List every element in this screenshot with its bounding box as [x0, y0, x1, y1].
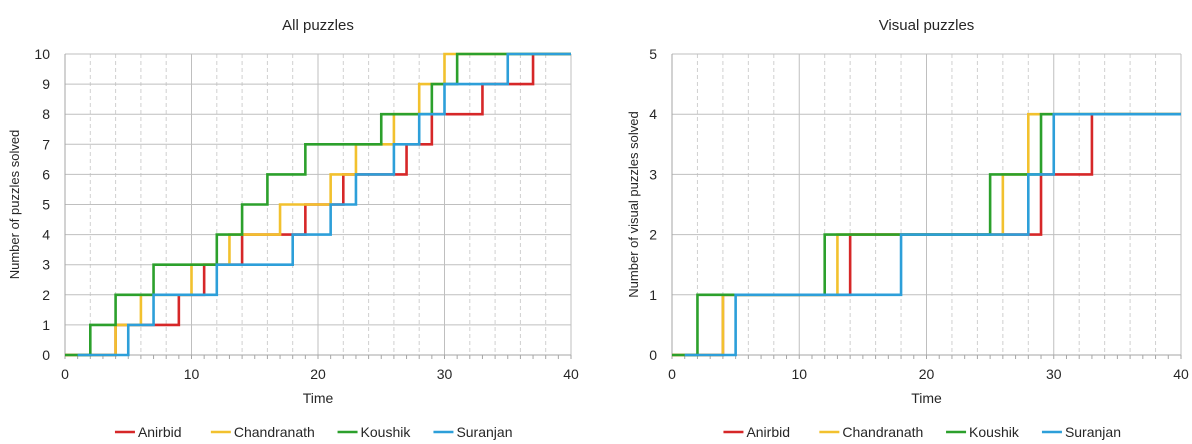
- y-tick-label: 4: [42, 227, 50, 243]
- legend-label: Anirbid: [138, 424, 182, 440]
- legend-label: Koushik: [969, 424, 1020, 440]
- y-tick-label: 2: [649, 227, 657, 243]
- legend-label: Suranjan: [1065, 424, 1121, 440]
- y-tick-label: 1: [42, 317, 50, 333]
- y-tick-label: 3: [42, 257, 50, 273]
- y-tick-label: 7: [42, 136, 50, 152]
- y-axis-label: Number of visual puzzles solved: [626, 111, 641, 297]
- x-tick-label: 0: [61, 366, 69, 382]
- x-tick-label: 20: [310, 366, 326, 382]
- y-tick-label: 0: [42, 347, 50, 363]
- y-tick-label: 3: [649, 166, 657, 182]
- y-tick-label: 10: [34, 46, 50, 62]
- series-line-suranjan: [77, 52, 571, 357]
- chart-panel-2: 0 10 20 30 40 0 1 2 3 4 5 Visual puzzles Time Number …: [626, 17, 1189, 440]
- x-tick-label: 10: [791, 366, 807, 382]
- x-axis-label: Time: [303, 390, 334, 406]
- series-line-chandranath: [65, 52, 571, 357]
- y-tick-label: 2: [42, 287, 50, 303]
- x-tick-label: 0: [668, 366, 676, 382]
- x-tick-label: 30: [1046, 366, 1062, 382]
- legend-label: Anirbid: [746, 424, 790, 440]
- x-tick-label: 30: [437, 366, 453, 382]
- legend: Anirbid Chandranath Koushik Suranjan: [723, 424, 1121, 440]
- y-tick-label: 6: [42, 166, 50, 182]
- y-tick-label: 4: [649, 106, 657, 122]
- legend: Anirbid Chandranath Koushik Suranjan: [114, 424, 512, 440]
- y-axis-label: Number of puzzles solved: [7, 130, 22, 280]
- legend-label: Chandranath: [842, 424, 923, 440]
- chart-panel-1: 0 10 20 30 40 0 1 2 3 4 5 6 7 8 9 10 All puzzles Time Numb…: [7, 17, 579, 440]
- y-tick-label: 5: [42, 197, 50, 213]
- chart-title: All puzzles: [282, 17, 354, 34]
- y-tick-label: 8: [42, 106, 50, 122]
- x-tick-label: 40: [563, 366, 579, 382]
- series-line-koushik: [65, 52, 571, 357]
- x-tick-label: 20: [919, 366, 935, 382]
- series-line-suranjan: [684, 112, 1181, 357]
- y-tick-label: 1: [649, 287, 657, 303]
- x-tick-label: 40: [1173, 366, 1189, 382]
- chart-title: Visual puzzles: [879, 17, 975, 34]
- x-tick-label: 10: [184, 366, 200, 382]
- legend-label: Koushik: [361, 424, 412, 440]
- y-tick-label: 9: [42, 76, 50, 92]
- x-axis-label: Time: [911, 390, 942, 406]
- y-tick-label: 5: [649, 46, 657, 62]
- legend-label: Chandranath: [234, 424, 315, 440]
- y-tick-label: 0: [649, 347, 657, 363]
- legend-label: Suranjan: [456, 424, 512, 440]
